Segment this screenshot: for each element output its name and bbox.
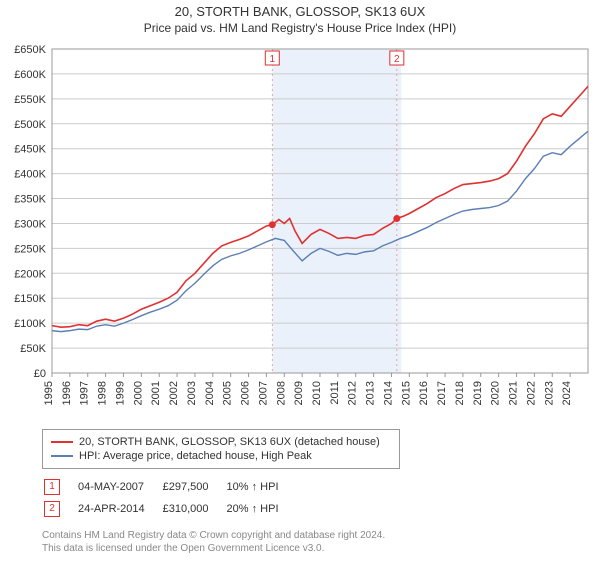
sale-date: 24-APR-2014 [78, 499, 161, 519]
legend: 20, STORTH BANK, GLOSSOP, SK13 6UX (deta… [42, 429, 400, 469]
svg-text:£550K: £550K [14, 94, 46, 106]
svg-text:2003: 2003 [186, 381, 198, 405]
svg-text:2001: 2001 [150, 381, 162, 405]
footer-line-1: Contains HM Land Registry data © Crown c… [42, 529, 600, 542]
svg-text:2024: 2024 [561, 381, 573, 405]
svg-text:1999: 1999 [114, 381, 126, 405]
svg-text:2014: 2014 [382, 381, 394, 405]
sale-price: £310,000 [163, 499, 225, 519]
svg-text:2011: 2011 [329, 381, 341, 405]
svg-text:2005: 2005 [222, 381, 234, 405]
svg-text:£150K: £150K [14, 293, 46, 305]
svg-text:2010: 2010 [311, 381, 323, 405]
svg-text:2013: 2013 [365, 381, 377, 405]
svg-text:2017: 2017 [436, 381, 448, 405]
svg-text:£600K: £600K [14, 69, 46, 81]
svg-text:2000: 2000 [132, 381, 144, 405]
sale-marker-icon: 1 [44, 479, 60, 495]
footer: Contains HM Land Registry data © Crown c… [42, 529, 600, 555]
svg-text:£200K: £200K [14, 268, 46, 280]
svg-text:2023: 2023 [543, 381, 555, 405]
svg-text:£50K: £50K [20, 343, 46, 355]
svg-text:2009: 2009 [293, 381, 305, 405]
svg-text:£650K: £650K [14, 44, 46, 56]
sale-delta: 10% ↑ HPI [227, 477, 295, 497]
svg-text:2020: 2020 [490, 381, 502, 405]
sale-delta: 20% ↑ HPI [227, 499, 295, 519]
legend-swatch [51, 455, 73, 457]
svg-text:£100K: £100K [14, 318, 46, 330]
svg-text:2008: 2008 [275, 381, 287, 405]
svg-text:2012: 2012 [347, 381, 359, 405]
sales-table: 1 04-MAY-2007£297,50010% ↑ HPI 2 24-APR-201… [42, 475, 297, 521]
svg-text:2016: 2016 [418, 381, 430, 405]
page-title: 20, STORTH BANK, GLOSSOP, SK13 6UX [0, 4, 600, 19]
legend-row: HPI: Average price, detached house, High… [51, 450, 391, 462]
legend-row: 20, STORTH BANK, GLOSSOP, SK13 6UX (deta… [51, 436, 391, 448]
svg-text:1995: 1995 [43, 381, 55, 405]
legend-label: HPI: Average price, detached house, High… [79, 450, 312, 462]
svg-text:1996: 1996 [61, 381, 73, 405]
svg-text:£300K: £300K [14, 218, 46, 230]
svg-text:£400K: £400K [14, 169, 46, 181]
svg-text:£500K: £500K [14, 119, 46, 131]
price-chart: £0 £50K £100K £150K £200K £250K £300K £350K £400… [0, 41, 600, 421]
svg-text:1: 1 [270, 54, 276, 65]
svg-text:1997: 1997 [79, 381, 91, 405]
legend-label: 20, STORTH BANK, GLOSSOP, SK13 6UX (deta… [79, 436, 380, 448]
svg-text:2021: 2021 [508, 381, 520, 405]
svg-text:£450K: £450K [14, 144, 46, 156]
svg-text:1998: 1998 [97, 381, 109, 405]
sale-marker-icon: 2 [44, 501, 60, 517]
sale-row: 2 24-APR-2014£310,00020% ↑ HPI [44, 499, 295, 519]
svg-text:2015: 2015 [400, 381, 412, 405]
sale-price: £297,500 [163, 477, 225, 497]
svg-text:2022: 2022 [525, 381, 537, 405]
svg-text:2: 2 [394, 54, 400, 65]
svg-text:2004: 2004 [204, 381, 216, 405]
svg-text:2019: 2019 [472, 381, 484, 405]
sale-date: 04-MAY-2007 [78, 477, 161, 497]
chart-svg: £0 £50K £100K £150K £200K £250K £300K £350K £400… [0, 41, 600, 421]
legend-swatch [51, 441, 73, 443]
svg-text:2002: 2002 [168, 381, 180, 405]
page-subtitle: Price paid vs. HM Land Registry's House … [0, 21, 600, 35]
svg-text:2006: 2006 [240, 381, 252, 405]
sale-row: 1 04-MAY-2007£297,50010% ↑ HPI [44, 477, 295, 497]
svg-text:£0: £0 [34, 368, 46, 380]
svg-text:£250K: £250K [14, 243, 46, 255]
svg-text:2007: 2007 [257, 381, 269, 405]
svg-text:£350K: £350K [14, 194, 46, 206]
svg-text:2018: 2018 [454, 381, 466, 405]
footer-line-2: This data is licensed under the Open Gov… [42, 542, 600, 555]
